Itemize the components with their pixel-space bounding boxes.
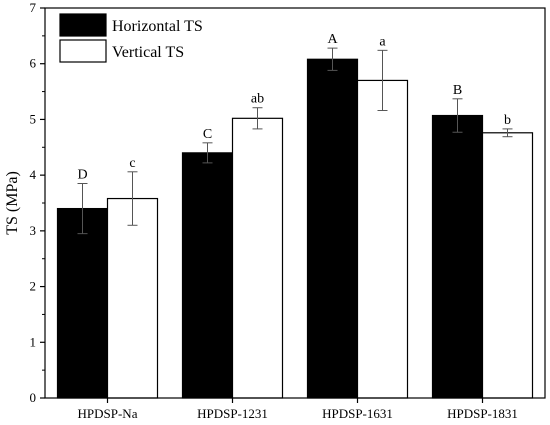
significance-label: a <box>379 34 386 49</box>
error-bar <box>502 128 513 138</box>
y-axis-title: TS (MPa) <box>4 171 21 235</box>
error-bar <box>202 142 213 164</box>
bar-horizontal-hpdsp-na <box>56 207 109 399</box>
y-tick-label: 7 <box>30 0 37 15</box>
bar-horizontal-hpdsp-1231 <box>181 152 234 399</box>
y-tick-label: 0 <box>30 390 37 405</box>
y-tick-label: 1 <box>30 334 37 349</box>
error-bar <box>252 107 263 130</box>
y-tick-label: 5 <box>30 111 37 126</box>
bar-vertical-hpdsp-na <box>106 197 159 399</box>
y-tick-label: 6 <box>30 56 37 71</box>
significance-labels: Dc Cab A a Bb <box>77 32 511 182</box>
significance-label: c <box>129 156 135 171</box>
significance-label: b <box>504 113 511 128</box>
x-tick-label: HPDSP-1231 <box>197 406 268 421</box>
x-tick-label: HPDSP-Na <box>78 406 138 421</box>
y-tick-label: 2 <box>30 279 37 294</box>
legend-swatch <box>59 39 107 63</box>
error-bar <box>77 183 88 235</box>
x-tick-label: HPDSP-1831 <box>447 406 518 421</box>
bar-vertical-hpdsp-1231 <box>231 117 284 399</box>
significance-label: C <box>203 127 212 142</box>
bar-horizontal-hpdsp-1631 <box>306 58 359 399</box>
legend: Horizontal TS Vertical TS <box>59 13 203 63</box>
significance-label: B <box>453 83 462 98</box>
chart-marks <box>56 58 534 399</box>
x-tick-label: HPDSP-1631 <box>322 406 393 421</box>
y-tick-label: 4 <box>30 167 37 182</box>
error-bar <box>452 98 463 133</box>
error-bars <box>77 47 513 235</box>
error-bar <box>377 49 388 112</box>
y-tick-label: 3 <box>30 223 37 238</box>
legend-swatch <box>59 13 107 37</box>
significance-label: D <box>77 168 87 183</box>
legend-label: Vertical TS <box>112 44 184 61</box>
error-bar <box>127 171 138 226</box>
significance-label: A <box>327 32 338 47</box>
x-axis: HPDSP-Na HPDSP-1231 HPDSP-1631 HPDSP-1831 <box>78 398 518 421</box>
bar-vertical-hpdsp-1831 <box>481 132 534 399</box>
bar-vertical-hpdsp-1631 <box>356 79 409 399</box>
legend-label: Horizontal TS <box>112 18 203 35</box>
bar-horizontal-hpdsp-1831 <box>431 114 484 399</box>
error-bar <box>327 47 338 71</box>
y-axis: 0 1 2 3 4 5 6 7 <box>30 0 45 405</box>
significance-label: ab <box>251 92 264 107</box>
